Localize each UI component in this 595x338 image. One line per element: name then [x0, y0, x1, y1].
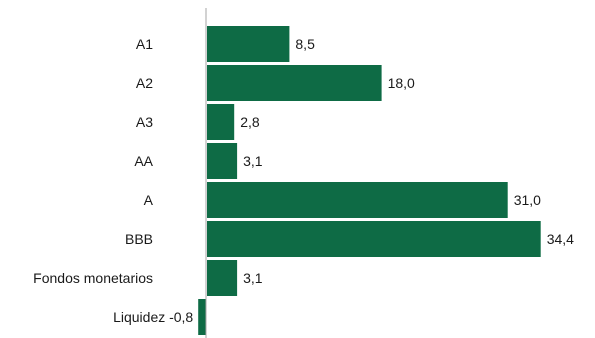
value-label: 2,8 [240, 114, 260, 130]
value-label: 18,0 [388, 75, 415, 91]
value-label: 34,4 [547, 231, 574, 247]
labels-group: A1 8,5 A2 18,0 A3 2,8 AA 3,1 A 31,0 BBB 34,4 Fondos … [33, 36, 574, 325]
bar-a2 [207, 65, 382, 101]
bar-liquidez [198, 299, 206, 335]
value-label: 8,5 [295, 36, 315, 52]
category-label: A2 [136, 75, 153, 91]
category-label: A1 [136, 36, 153, 52]
bar-bbb [207, 221, 541, 257]
category-label: BBB [125, 231, 153, 247]
category-label: A [144, 192, 154, 208]
category-label: Fondos monetarios [33, 270, 153, 286]
bar-aa [207, 143, 238, 179]
value-label: 3,1 [243, 153, 263, 169]
value-label: 31,0 [514, 192, 541, 208]
category-label: AA [134, 153, 153, 169]
bar-a [207, 182, 508, 218]
bar-a3 [207, 104, 235, 140]
value-label: -0,8 [169, 309, 193, 325]
category-label: Liquidez [113, 309, 165, 325]
bar-fondos-monetarios [207, 260, 238, 296]
bars-group [198, 26, 541, 335]
category-label: A3 [136, 114, 153, 130]
bar-a1 [207, 26, 290, 62]
value-label: 3,1 [243, 270, 263, 286]
